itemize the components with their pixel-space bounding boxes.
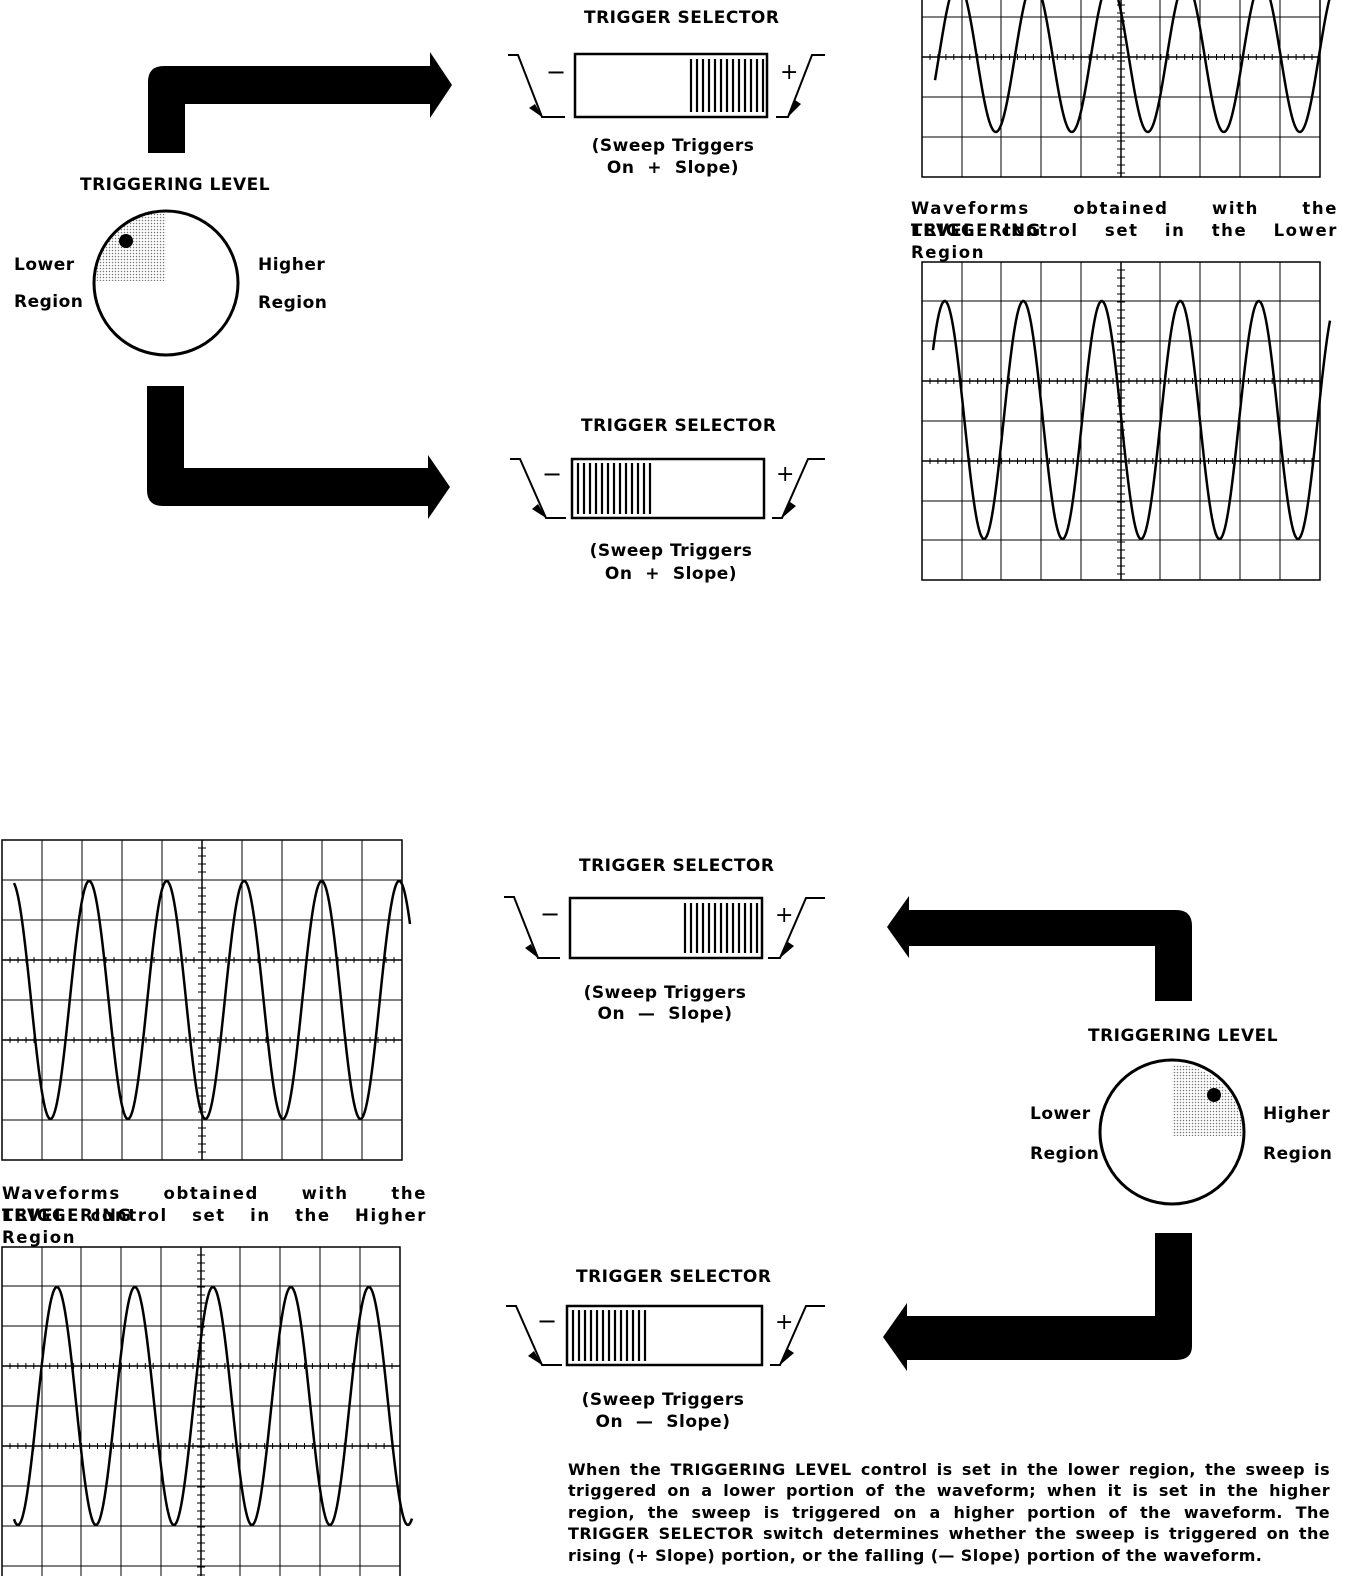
top-selector-a-plus: + (780, 60, 799, 85)
top-selector-a-switch (508, 52, 825, 119)
top-waveform-caption-1: Waveforms obtained with the TRIGGERING (911, 199, 1338, 240)
top-selector-a-hatch (689, 59, 765, 112)
bottom-knob-higher-label-1: Higher (1263, 1104, 1331, 1124)
bottom-selector-b-switch (506, 1304, 825, 1367)
bottom-selector-a-switch (504, 896, 825, 960)
top-selector-b-caption-2: On + Slope) (604, 564, 738, 584)
top-selector-b-minus: − (542, 460, 563, 488)
top-scope-lower-region-minus (921, 261, 1332, 581)
top-selector-a-minus: − (546, 58, 567, 86)
top-knob-lower-label-1: Lower (14, 255, 75, 275)
explanation-paragraph: When the TRIGGERING LEVEL control is set… (568, 1460, 1330, 1565)
top-selector-a-title: TRIGGER SELECTOR (584, 8, 780, 28)
top-waveform-caption-2: LEVEL control set in the Lower Region (911, 221, 1338, 262)
bottom-arrow-to-minus-selector (883, 1233, 1192, 1371)
bottom-selector-a-minus: − (540, 900, 561, 928)
bottom-selector-a-caption-1: (Sweep Triggers (583, 983, 747, 1003)
bottom-scope-higher-region-minus (1, 1246, 414, 1576)
top-arrow-to-plus-selector (148, 52, 452, 153)
bottom-selector-b-caption-2: On — Slope) (595, 1412, 731, 1432)
top-selector-b-plus: + (776, 462, 795, 487)
bottom-knob-indicator-dot (1207, 1088, 1221, 1102)
top-selector-a-caption-2: On + Slope) (606, 158, 740, 178)
top-knob-lower-label-2: Region (14, 292, 84, 312)
bottom-scope-higher-region-plus (1, 839, 412, 1161)
top-knob-higher-label-1: Higher (258, 255, 326, 275)
bottom-selector-a-caption-2: On — Slope) (597, 1004, 733, 1024)
bottom-selector-b-caption-1: (Sweep Triggers (581, 1390, 745, 1410)
bottom-selector-b-hatch (571, 1310, 647, 1361)
bottom-waveform-caption-2: LEVEL control set in the Higher Region (2, 1206, 427, 1247)
top-selector-b-title: TRIGGER SELECTOR (581, 416, 777, 436)
top-selector-b-caption-1: (Sweep Triggers (589, 541, 753, 561)
bottom-knob-higher-label-2: Region (1263, 1144, 1333, 1164)
top-arrow-to-minus-selector (147, 386, 450, 519)
bottom-arrow-to-plus-selector (887, 896, 1192, 1001)
top-selector-b-hatch (576, 463, 652, 514)
bottom-knob-lower-label-1: Lower (1030, 1104, 1091, 1124)
top-knob-indicator-dot (119, 234, 133, 248)
bottom-knob-title: TRIGGERING LEVEL (1088, 1026, 1279, 1046)
top-knob-title: TRIGGERING LEVEL (80, 175, 271, 195)
top-triggering-level-knob (92, 209, 240, 357)
top-selector-b-switch (510, 457, 825, 520)
top-selector-a-caption-1: (Sweep Triggers (591, 136, 755, 156)
top-knob-higher-label-2: Region (258, 293, 328, 313)
bottom-triggering-level-knob (1098, 1058, 1246, 1206)
bottom-selector-b-minus: − (537, 1307, 558, 1335)
bottom-selector-a-title: TRIGGER SELECTOR (579, 856, 775, 876)
bottom-selector-a-hatch (683, 903, 759, 953)
top-scope-lower-region-plus (921, 0, 1331, 178)
bottom-selector-a-plus: + (775, 903, 794, 928)
bottom-selector-b-title: TRIGGER SELECTOR (576, 1267, 772, 1287)
bottom-selector-b-plus: + (775, 1310, 794, 1335)
bottom-knob-lower-label-2: Region (1030, 1144, 1100, 1164)
bottom-waveform-caption-1: Waveforms obtained with the TRIGGERING (2, 1184, 427, 1225)
